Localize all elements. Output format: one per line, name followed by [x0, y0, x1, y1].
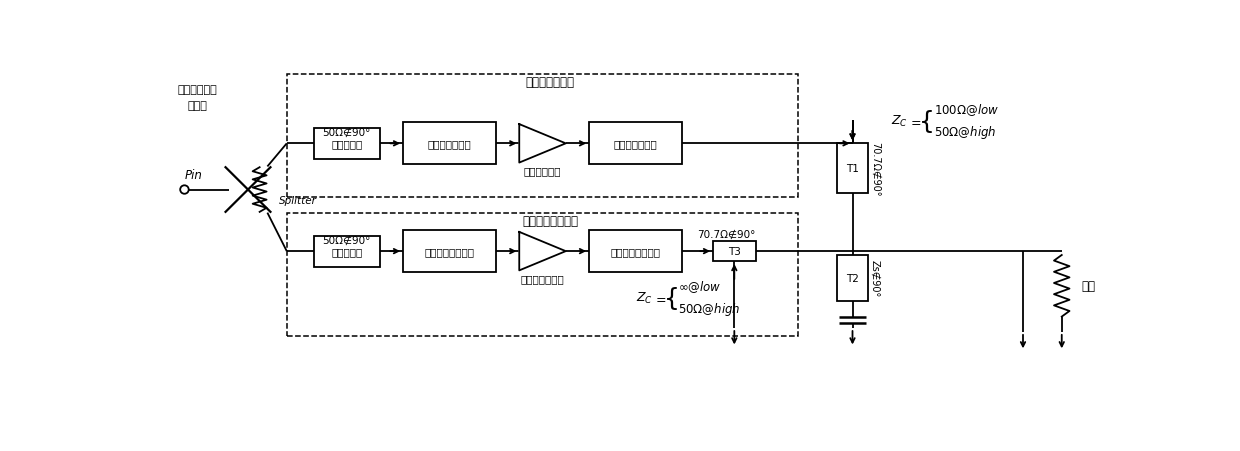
Bar [403, 230, 496, 272]
Text: T2: T2 [846, 273, 859, 283]
Text: 相位延迟线: 相位延迟线 [331, 139, 362, 149]
Text: 主输出匹配网络: 主输出匹配网络 [614, 139, 657, 149]
Bar [589, 230, 682, 272]
Text: T1: T1 [846, 164, 859, 174]
Text: $50\Omega@\mathit{high}$: $50\Omega@\mathit{high}$ [678, 301, 740, 318]
Text: 负载: 负载 [1081, 280, 1096, 293]
Text: 50Ω∉90°: 50Ω∉90° [322, 128, 371, 138]
Text: Splitter: Splitter [279, 195, 317, 205]
Text: 主功率放大电路: 主功率放大电路 [526, 76, 575, 89]
Text: $\{$: $\{$ [919, 107, 934, 134]
Bar [837, 255, 868, 302]
Bar [403, 123, 496, 165]
Bar [837, 144, 868, 194]
Text: 辅助功率放大电路: 辅助功率放大电路 [522, 214, 578, 227]
Text: 相位延迟线: 相位延迟线 [331, 247, 362, 257]
Text: 70.7Ω∉90°: 70.7Ω∉90° [870, 142, 880, 196]
Bar [314, 236, 379, 267]
Text: $=$: $=$ [652, 291, 666, 304]
Bar [589, 123, 682, 165]
Text: 主功率放大器: 主功率放大器 [523, 166, 562, 176]
Bar [286, 75, 799, 198]
Text: 辅助输入匹配网络: 辅助输入匹配网络 [424, 247, 475, 257]
Text: 辅助功率放大器: 辅助功率放大器 [521, 273, 564, 283]
Text: $=$: $=$ [908, 115, 923, 128]
Text: Pin: Pin [185, 168, 202, 181]
Text: $100\Omega@\mathit{low}$: $100\Omega@\mathit{low}$ [934, 101, 999, 117]
Text: Zs∉90°: Zs∉90° [870, 260, 880, 297]
Polygon shape [520, 125, 565, 163]
Text: 辅助输出匹配网络: 辅助输出匹配网络 [610, 247, 661, 257]
Text: 主输入匹配网络: 主输入匹配网络 [428, 139, 471, 149]
Bar [713, 242, 755, 262]
Text: $50\Omega@\mathit{high}$: $50\Omega@\mathit{high}$ [934, 124, 997, 141]
Text: $\infty@\mathit{low}$: $\infty@\mathit{low}$ [678, 278, 722, 294]
Text: 50Ω∉90°: 50Ω∉90° [322, 235, 371, 245]
Text: $Z_C$: $Z_C$ [892, 114, 908, 129]
Bar [286, 213, 799, 336]
Text: T3: T3 [728, 247, 740, 257]
Text: 功分器: 功分器 [187, 101, 207, 110]
Text: 等分威尔金森: 等分威尔金森 [177, 85, 217, 95]
Bar [314, 129, 379, 159]
Text: $\{$: $\{$ [662, 284, 677, 311]
Polygon shape [520, 232, 565, 271]
Text: $Z_C$: $Z_C$ [635, 290, 652, 305]
Text: 70.7Ω∉90°: 70.7Ω∉90° [697, 229, 756, 239]
